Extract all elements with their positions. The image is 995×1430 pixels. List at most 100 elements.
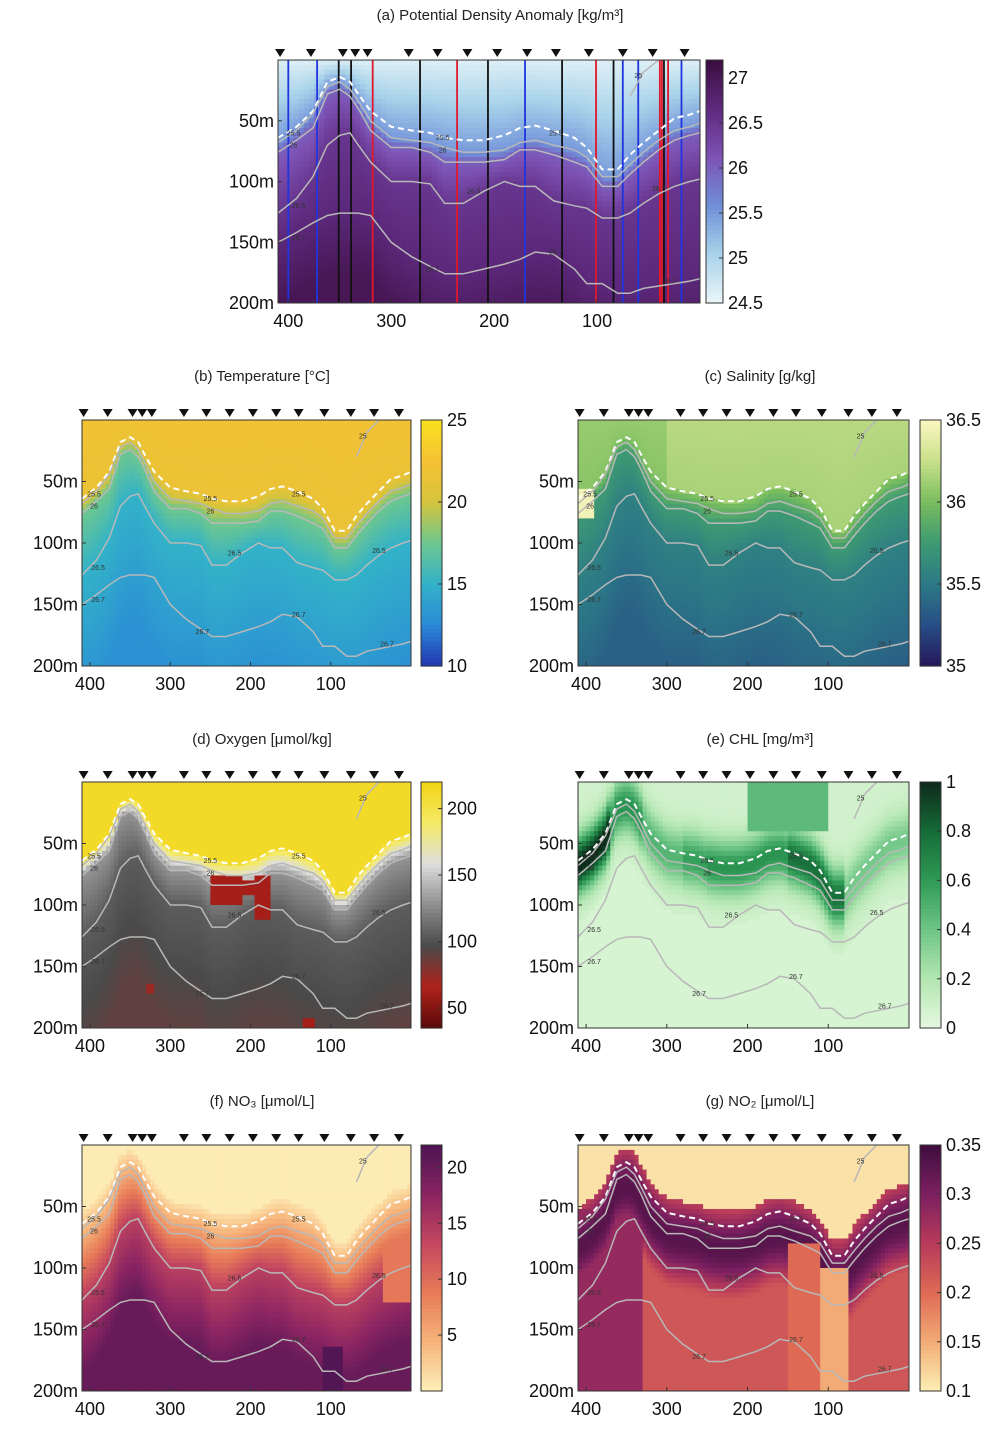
heatmap-cell bbox=[90, 424, 95, 431]
heatmap-cell bbox=[561, 157, 567, 163]
heatmap-cell bbox=[401, 103, 408, 110]
heatmap-cell bbox=[344, 298, 351, 303]
colorbar-step bbox=[706, 201, 723, 207]
heatmap-cell bbox=[278, 225, 284, 231]
heatmap-cell bbox=[452, 205, 459, 212]
heatmap-cell bbox=[514, 186, 521, 192]
heatmap-cell bbox=[86, 626, 91, 633]
heatmap-cell bbox=[447, 259, 454, 265]
heatmap-cell bbox=[90, 606, 95, 613]
heatmap-cell bbox=[674, 259, 681, 265]
heatmap-cell bbox=[102, 469, 107, 475]
heatmap-cell bbox=[98, 572, 103, 579]
heatmap-cell bbox=[602, 171, 608, 178]
heatmap-cell bbox=[478, 244, 485, 251]
heatmap-cell bbox=[586, 108, 593, 115]
heatmap-cell bbox=[643, 191, 650, 197]
heatmap-cell bbox=[514, 79, 521, 85]
heatmap-cell bbox=[653, 137, 660, 144]
colorbar-step bbox=[706, 132, 723, 138]
heatmap-cell bbox=[102, 656, 107, 662]
heatmap-cell bbox=[427, 74, 433, 81]
heatmap-cell bbox=[380, 259, 387, 265]
heatmap-cell bbox=[319, 118, 325, 124]
heatmap-cell bbox=[648, 293, 655, 299]
heatmap-cell bbox=[130, 513, 135, 519]
heatmap-cell bbox=[98, 434, 103, 441]
heatmap-cell bbox=[298, 239, 305, 246]
heatmap-cell bbox=[432, 162, 439, 168]
heatmap-cell bbox=[365, 60, 372, 66]
heatmap-cell bbox=[427, 69, 433, 76]
heatmap-cell bbox=[669, 215, 675, 221]
heatmap-cell bbox=[355, 152, 361, 158]
heatmap-cell bbox=[110, 424, 115, 431]
heatmap-cell bbox=[401, 298, 408, 303]
heatmap-cell bbox=[638, 283, 644, 290]
heatmap-cell bbox=[607, 74, 614, 81]
heatmap-cell bbox=[102, 651, 107, 657]
heatmap-cell bbox=[633, 162, 639, 168]
heatmap-cell bbox=[288, 166, 295, 173]
heatmap-cell bbox=[334, 132, 341, 139]
heatmap-cell bbox=[674, 113, 681, 119]
heatmap-cell bbox=[674, 98, 681, 105]
heatmap-cell bbox=[648, 64, 655, 71]
heatmap-cell bbox=[98, 557, 103, 564]
heatmap-cell bbox=[489, 118, 495, 124]
heatmap-cell bbox=[566, 181, 572, 187]
heatmap-cell bbox=[468, 225, 475, 231]
heatmap-cell bbox=[422, 283, 428, 290]
heatmap-cell bbox=[298, 176, 305, 183]
heatmap-cell bbox=[432, 283, 439, 290]
heatmap-cell bbox=[324, 186, 331, 192]
heatmap-cell bbox=[519, 98, 526, 105]
heatmap-cell bbox=[571, 239, 578, 246]
heatmap-cell bbox=[447, 113, 454, 119]
heatmap-cell bbox=[514, 293, 521, 299]
heatmap-cell bbox=[386, 205, 392, 212]
heatmap-cell bbox=[329, 200, 336, 207]
heatmap-cell bbox=[540, 196, 547, 202]
heatmap-cell bbox=[617, 196, 624, 202]
heatmap-cell bbox=[90, 557, 95, 564]
heatmap-cell bbox=[452, 234, 459, 241]
heatmap-cell bbox=[350, 162, 356, 168]
heatmap-cell bbox=[452, 225, 459, 231]
heatmap-cell bbox=[674, 84, 681, 90]
heatmap-cell bbox=[437, 128, 444, 134]
heatmap-cell bbox=[401, 123, 408, 129]
heatmap-cell bbox=[134, 518, 139, 524]
heatmap-cell bbox=[98, 449, 103, 456]
heatmap-cell bbox=[303, 268, 310, 275]
heatmap-cell bbox=[669, 239, 675, 246]
heatmap-cell bbox=[288, 176, 295, 183]
heatmap-cell bbox=[319, 157, 325, 163]
heatmap-cell bbox=[350, 196, 356, 202]
heatmap-cell bbox=[458, 239, 464, 246]
heatmap-cell bbox=[386, 244, 392, 251]
heatmap-cell bbox=[319, 196, 325, 202]
heatmap-cell bbox=[365, 166, 372, 173]
heatmap-cell bbox=[597, 142, 603, 149]
heatmap-cell bbox=[694, 186, 700, 192]
heatmap-cell bbox=[324, 230, 331, 236]
heatmap-cell bbox=[138, 474, 143, 480]
heatmap-cell bbox=[365, 215, 372, 221]
heatmap-cell bbox=[98, 513, 103, 519]
heatmap-cell bbox=[586, 186, 593, 192]
heatmap-cell bbox=[545, 298, 552, 303]
heatmap-cell bbox=[607, 249, 614, 255]
heatmap-cell bbox=[82, 459, 87, 465]
heatmap-cell bbox=[473, 113, 480, 119]
heatmap-cell bbox=[122, 572, 127, 579]
heatmap-cell bbox=[90, 493, 95, 500]
heatmap-cell bbox=[386, 108, 392, 115]
heatmap-cell bbox=[427, 84, 433, 90]
heatmap-cell bbox=[571, 176, 578, 183]
heatmap-cell bbox=[344, 288, 351, 294]
heatmap-cell bbox=[478, 103, 485, 110]
heatmap-cell bbox=[98, 538, 103, 544]
heatmap-cell bbox=[386, 200, 392, 207]
heatmap-cell bbox=[324, 79, 331, 85]
